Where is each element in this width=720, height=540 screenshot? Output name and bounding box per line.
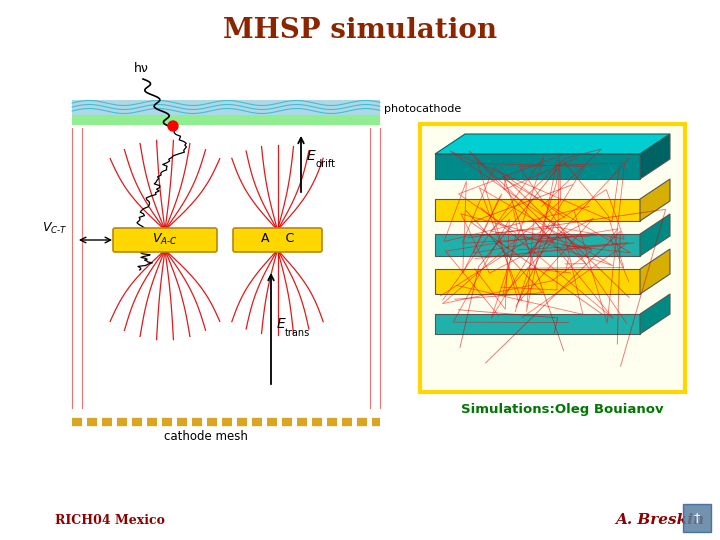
Bar [420,124,685,392]
Polygon shape [640,249,670,294]
Bar [683,504,711,532]
Polygon shape [640,179,670,221]
Text: $E$: $E$ [276,316,287,330]
Circle shape [168,121,178,131]
Text: hν: hν [134,63,148,76]
Bar [435,314,640,334]
Bar [72,100,380,115]
Bar [435,154,640,179]
Bar [435,199,640,221]
Text: Simulations:Oleg Bouianov: Simulations:Oleg Bouianov [462,403,664,416]
Bar [435,269,640,294]
Text: cathode mesh: cathode mesh [164,430,248,443]
Bar [435,234,640,256]
Text: $V_{C‑T}$: $V_{C‑T}$ [42,220,68,235]
Text: drift: drift [315,159,335,169]
Text: $V_{A‑C}$: $V_{A‑C}$ [152,232,178,247]
Polygon shape [640,214,670,256]
Text: photocathode: photocathode [384,104,462,114]
Text: A    C: A C [261,233,294,246]
Text: A. Breskin: A. Breskin [615,513,704,527]
Polygon shape [435,134,670,154]
Text: trans: trans [285,327,310,338]
Text: †: † [694,511,700,524]
Text: MHSP simulation: MHSP simulation [223,17,497,44]
Text: RICH04 Mexico: RICH04 Mexico [55,514,165,526]
Bar [72,115,380,125]
Text: $E$: $E$ [306,149,317,163]
Polygon shape [640,134,670,179]
Polygon shape [640,294,670,334]
FancyBboxPatch shape [113,228,217,252]
FancyBboxPatch shape [233,228,322,252]
